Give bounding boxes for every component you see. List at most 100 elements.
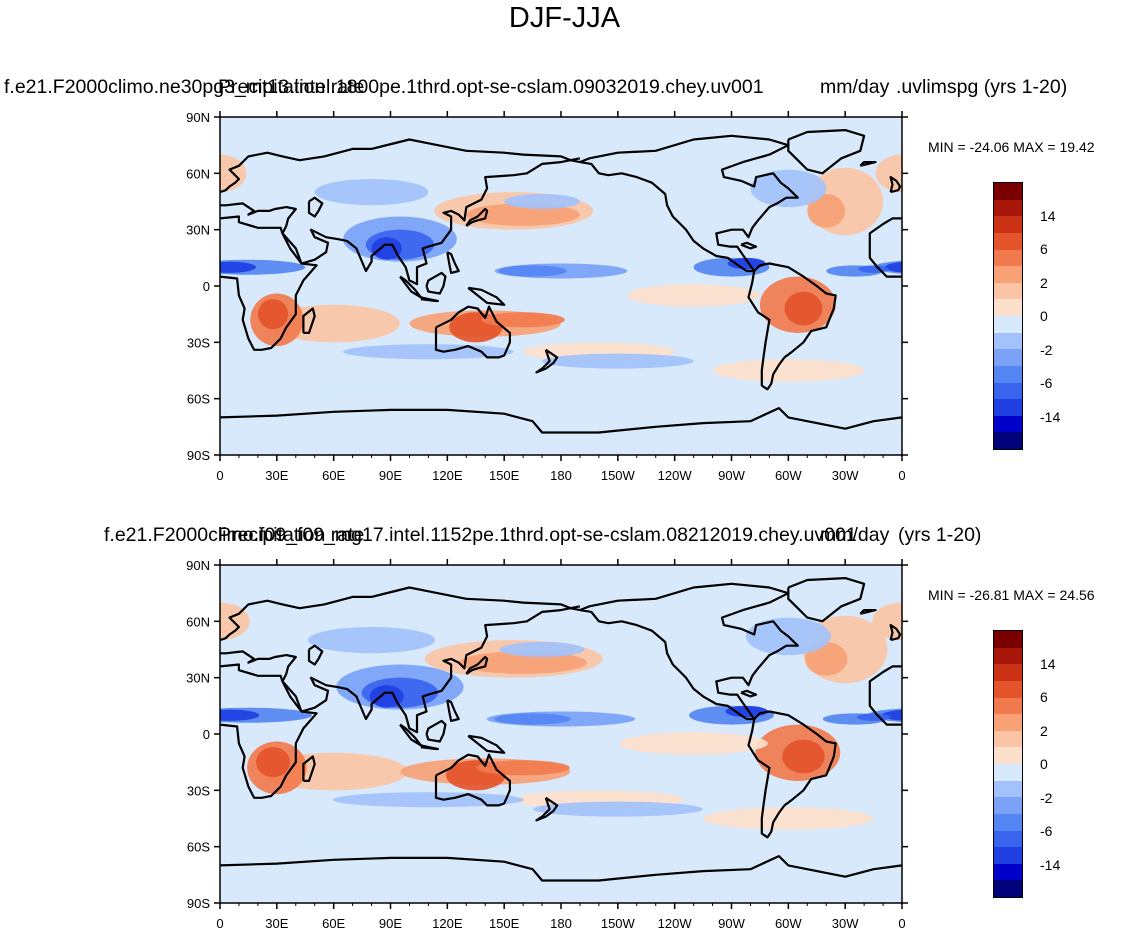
panel-bottom: f.e21.F2000climo.f09_f09_mg17.intel.1152… [0, 448, 1129, 931]
min-max-label: MIN = -26.81 MAX = 24.56 [928, 587, 1095, 603]
colorbar-label: 2 [1040, 722, 1048, 739]
anomaly-sio-dry [332, 792, 524, 808]
lon-tick-label: 90E [379, 916, 402, 931]
coastline [220, 215, 318, 351]
anomaly-so-dry [295, 381, 524, 397]
anomaly-npac-core [459, 651, 587, 674]
colorbar-swatch [994, 183, 1022, 200]
anomaly-spac-dry [542, 353, 694, 369]
coastline [465, 207, 489, 227]
coastline [220, 157, 581, 286]
lat-tick-label: 60N [186, 166, 210, 181]
colorbar [993, 182, 1023, 450]
colorbar-swatch [994, 199, 1022, 217]
colorbar-swatch [994, 863, 1022, 881]
lon-tick-label: 0 [216, 468, 223, 483]
main-title: DJF-JJA [508, 2, 621, 34]
colorbar-label: 2 [1040, 274, 1048, 291]
lon-tick-label: 180 [550, 916, 572, 931]
lon-tick-label: 30W [832, 916, 859, 931]
anomaly-itcz-core [498, 265, 567, 277]
coastline [220, 605, 581, 734]
coastline [787, 129, 866, 175]
coastline [420, 296, 439, 303]
colorbar-label: -14 [1040, 856, 1061, 873]
lat-tick-label: 90S [187, 896, 210, 911]
lon-tick-label: 150W [601, 468, 636, 483]
lat-tick-label: 0 [203, 279, 210, 294]
lat-tick-label: 90N [186, 558, 210, 573]
colorbar-label: 14 [1040, 655, 1056, 672]
anomaly-npac-dry [504, 193, 580, 210]
anomaly-sahel-core-wrap [884, 261, 902, 273]
colorbar-swatch [994, 631, 1022, 648]
anomaly-safrica-core [257, 299, 289, 330]
coastline [740, 689, 758, 698]
lat-tick-label: 60S [187, 840, 210, 855]
lon-tick-label: 90W [718, 468, 745, 483]
lon-tick-label: 150E [489, 468, 520, 483]
coastline [307, 644, 324, 666]
anomaly-sahel-core [220, 709, 260, 721]
colorbar-swatch [994, 747, 1022, 764]
coastline [787, 577, 866, 623]
lon-tick-label: 0 [216, 916, 223, 931]
anomaly-siberia-dry [307, 626, 436, 654]
anomaly-spcz-wet [481, 312, 565, 328]
anomaly-spcz-wet [476, 760, 570, 776]
lon-tick-label: 120E [432, 468, 463, 483]
colorbar [993, 630, 1023, 898]
colorbar-label: 6 [1040, 689, 1048, 705]
coastline [420, 744, 439, 751]
lat-tick-label: 90N [186, 110, 210, 125]
coastline [425, 271, 447, 295]
anomaly-epac-wet [627, 284, 760, 307]
caption-variable: Precipitation rate [218, 76, 365, 98]
coastline [220, 586, 581, 642]
coastline [434, 753, 511, 807]
lat-tick-label: 30N [186, 223, 210, 238]
colorbar-swatch [994, 697, 1022, 715]
anomaly-camer-core [725, 705, 768, 718]
lon-tick-label: 60E [322, 916, 345, 931]
colorbar-label: -14 [1040, 408, 1061, 425]
colorbar-labels: 14 6 2 0 -2 -6 -14 [1040, 182, 1100, 450]
lon-tick-label: 120W [658, 468, 693, 483]
anomaly-epac-wet [619, 732, 768, 755]
coastline [747, 710, 837, 839]
lat-tick-label: 90S [187, 448, 210, 463]
coastline [399, 723, 422, 747]
coastline [889, 624, 902, 642]
lon-tick-label: 0 [898, 468, 905, 483]
anomaly-itcz-core [494, 713, 571, 725]
coastline [747, 262, 837, 391]
anomaly-samer-core [784, 291, 823, 326]
lat-tick-label: 0 [203, 727, 210, 742]
colorbar-swatch [994, 830, 1022, 848]
colorbar-label: 6 [1040, 241, 1048, 257]
colorbar-swatch [994, 797, 1022, 814]
coastline [220, 663, 318, 799]
colorbar-labels: 14 6 2 0 -2 -6 -14 [1040, 630, 1100, 898]
colorbar-swatch [994, 232, 1022, 250]
map-plot-top: 0 30E 60E 90E 120E 150E 180 150W 120W 90W 60W 30W 09… [186, 110, 908, 483]
coastline [302, 755, 316, 782]
coastline [579, 134, 799, 273]
lon-tick-label: 60E [322, 468, 345, 483]
coastline [467, 734, 506, 754]
caption-run-name: f.e21.F2000climo.f09_f09_mg17.intel.1152… [104, 524, 857, 546]
anomaly-bay-core [369, 685, 404, 708]
coastline [535, 348, 559, 374]
anomaly-npac-dry [499, 641, 585, 658]
caption-variable: Precipitation rate [218, 524, 365, 546]
anomaly-sahel-core-wrap [881, 709, 902, 721]
colorbar-swatch [994, 680, 1022, 698]
colorbar-label: 14 [1040, 207, 1056, 224]
colorbar-swatch [994, 216, 1022, 233]
lon-tick-label: 150W [601, 916, 636, 931]
colorbar-label: -6 [1040, 375, 1053, 391]
colorbar-swatch [994, 299, 1022, 316]
coastline [220, 855, 902, 882]
colorbar-swatch [994, 714, 1022, 731]
lat-tick-label: 30N [186, 671, 210, 686]
